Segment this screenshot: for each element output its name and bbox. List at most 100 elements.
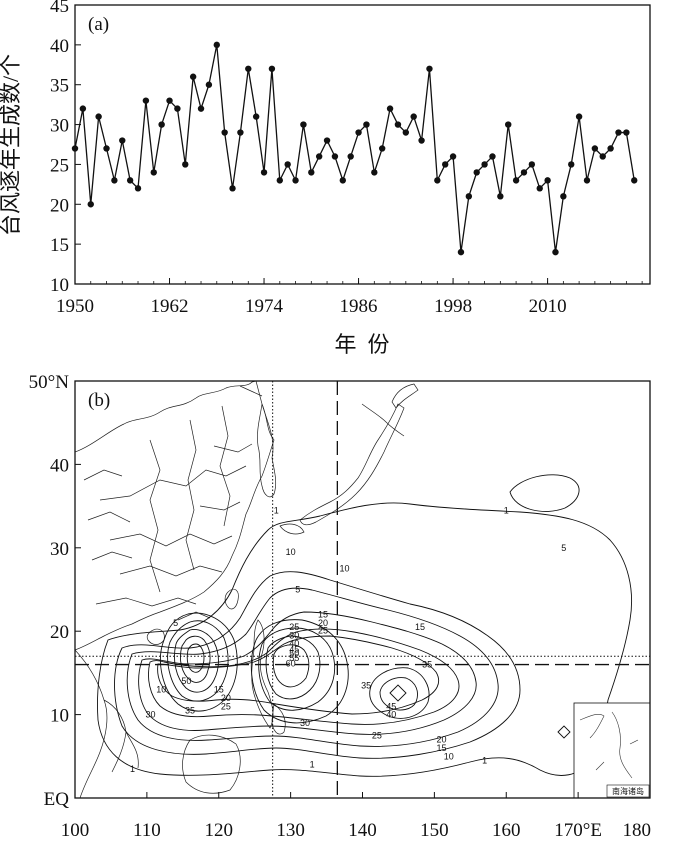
contour-35-west bbox=[167, 620, 229, 702]
data-point bbox=[615, 129, 622, 136]
y-tick-label: 25 bbox=[50, 155, 69, 176]
data-point bbox=[276, 177, 283, 184]
panel-b-y-axis: EQ 10 20 30 40 50°N bbox=[29, 372, 81, 810]
contour-label: 30 bbox=[300, 718, 310, 728]
contour-label: 25 bbox=[221, 701, 231, 711]
x-tick-label: 1974 bbox=[245, 296, 284, 317]
inset-coast bbox=[579, 711, 639, 779]
data-point bbox=[575, 113, 583, 120]
contour-30-west bbox=[160, 612, 238, 712]
data-point bbox=[473, 169, 480, 176]
data-point bbox=[497, 193, 504, 200]
contour-label: 1 bbox=[504, 505, 509, 515]
x-tick-label: 150 bbox=[420, 820, 449, 841]
province-lines-2 bbox=[83, 443, 253, 621]
contour-label: 20 bbox=[318, 618, 328, 628]
panel-a-frame bbox=[74, 4, 651, 285]
contour-label: 35 bbox=[422, 660, 432, 670]
data-point bbox=[583, 177, 591, 184]
contour-label: 15 bbox=[214, 685, 224, 695]
contour-label: 55 bbox=[289, 653, 299, 663]
data-point bbox=[465, 193, 473, 200]
data-point bbox=[284, 161, 291, 168]
y-tick-label: 45 bbox=[50, 0, 69, 17]
panel-a-tag: (a) bbox=[88, 14, 109, 35]
contour-label: 10 bbox=[340, 564, 350, 574]
y-tick-label: 30 bbox=[50, 116, 69, 137]
data-point bbox=[449, 153, 457, 160]
series-line bbox=[74, 44, 635, 253]
data-point bbox=[323, 137, 331, 144]
japan-islands bbox=[279, 383, 419, 535]
data-point bbox=[166, 97, 173, 104]
data-point bbox=[560, 193, 567, 200]
taiwan-island bbox=[224, 588, 239, 610]
data-point bbox=[205, 81, 213, 88]
data-point bbox=[402, 129, 410, 136]
contour-10 bbox=[126, 587, 499, 747]
contour-label: 50 bbox=[289, 649, 299, 659]
data-point bbox=[386, 105, 394, 112]
y-tick-label: 40 bbox=[50, 455, 69, 476]
data-point bbox=[126, 177, 134, 184]
data-point bbox=[87, 201, 94, 208]
panel-a-x-axis: 1950 1962 1974 1986 1998 2010 bbox=[56, 278, 643, 317]
contour-label: 25 bbox=[318, 625, 328, 635]
data-point bbox=[308, 169, 315, 176]
x-tick-label: 160 bbox=[492, 820, 521, 841]
data-point bbox=[363, 121, 370, 128]
data-point bbox=[355, 129, 362, 136]
data-point bbox=[607, 145, 614, 152]
china-coastline bbox=[75, 381, 275, 651]
contour-60-east bbox=[272, 644, 310, 688]
data-point bbox=[134, 185, 142, 192]
y-tick-label: 50°N bbox=[29, 372, 70, 393]
x-tick-label: 180 bbox=[623, 820, 652, 841]
contour-40-west bbox=[174, 629, 219, 693]
contour-label: 10 bbox=[156, 685, 166, 695]
data-point bbox=[245, 65, 252, 72]
east-asia-coast bbox=[239, 385, 405, 437]
indochina bbox=[75, 649, 139, 798]
y-tick-label: 20 bbox=[50, 622, 69, 643]
contour-label: 30 bbox=[145, 710, 155, 720]
data-point bbox=[481, 161, 488, 168]
data-point bbox=[378, 145, 386, 152]
data-point bbox=[150, 169, 157, 176]
hainan-island bbox=[146, 628, 165, 645]
data-point bbox=[315, 153, 323, 160]
contour-label: 45 bbox=[289, 645, 299, 655]
y-tick-label: 10 bbox=[50, 275, 69, 296]
contour-label: 1 bbox=[482, 755, 487, 765]
data-point bbox=[213, 41, 220, 49]
data-point bbox=[292, 177, 299, 184]
contour-small-diamond bbox=[557, 725, 571, 739]
contour-label: 1 bbox=[130, 764, 135, 774]
panel-a-y-axis: 10 15 20 25 30 35 40 45 bbox=[50, 0, 81, 296]
data-point bbox=[418, 137, 425, 144]
contour-label: 1 bbox=[274, 505, 279, 515]
contour-label: 25 bbox=[289, 622, 299, 632]
contour-label: 50 bbox=[181, 676, 191, 686]
data-point bbox=[457, 248, 465, 256]
contour-label: 5 bbox=[295, 585, 300, 595]
data-point bbox=[599, 153, 606, 160]
borneo bbox=[182, 734, 241, 794]
data-point bbox=[505, 121, 512, 128]
contour-label: 35 bbox=[185, 705, 195, 715]
contour-label: 5 bbox=[173, 618, 178, 628]
data-point bbox=[552, 248, 559, 256]
data-point bbox=[520, 169, 528, 176]
contour-label: 10 bbox=[286, 547, 296, 557]
data-point bbox=[442, 161, 449, 168]
x-tick-label: 130 bbox=[276, 820, 305, 841]
x-tick-label: 1950 bbox=[56, 296, 94, 317]
contour-40-far-east bbox=[379, 677, 418, 711]
data-point bbox=[339, 177, 347, 184]
contour-50-east bbox=[265, 635, 321, 700]
contour-label: 40 bbox=[289, 639, 299, 649]
contour-5 bbox=[114, 571, 521, 759]
contour-label: 10 bbox=[444, 751, 454, 761]
x-tick-label: 110 bbox=[133, 820, 161, 841]
